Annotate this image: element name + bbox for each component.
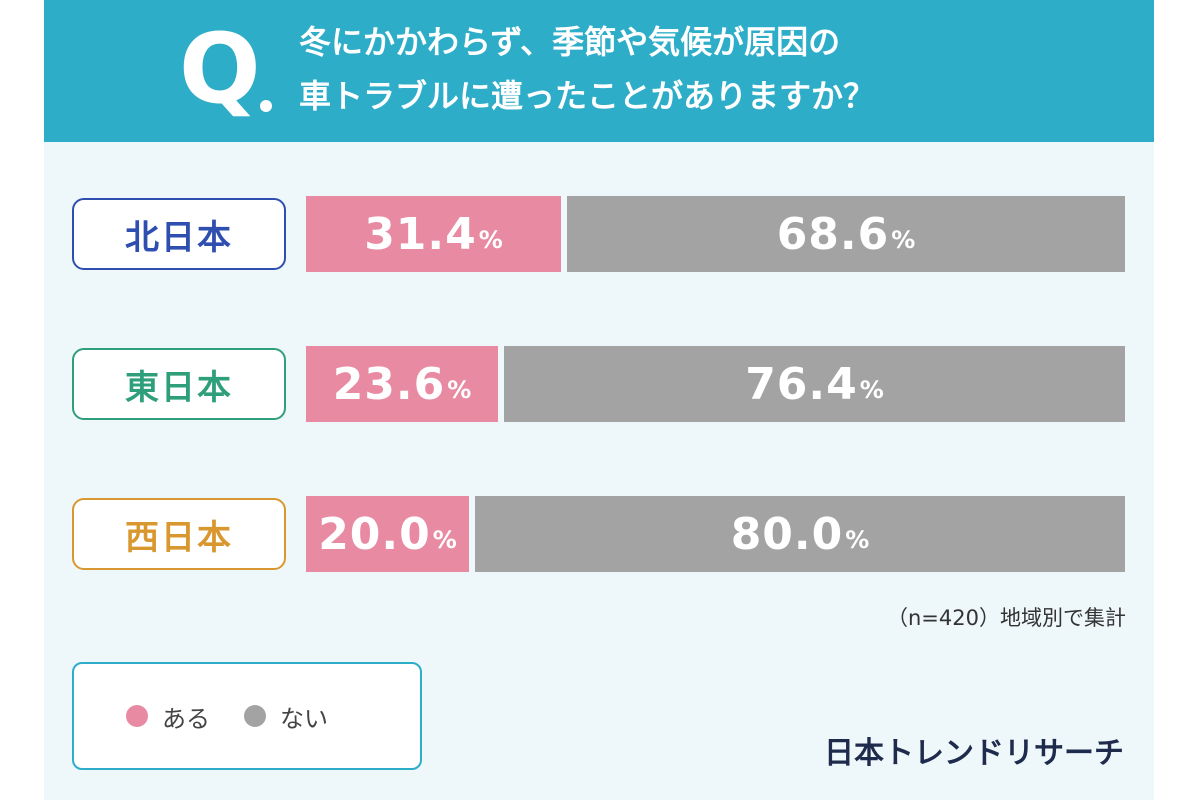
data-label-unit: % (447, 376, 472, 404)
legend: ある ない (72, 662, 422, 770)
legend-label-yes: ある (162, 704, 210, 733)
data-label: 23.6 (332, 358, 446, 410)
question-text-line2: 車トラブルに遭ったことがありますか？ (299, 77, 876, 115)
bar-segment-no: 68.6% (567, 196, 1125, 272)
survey-card: Q 冬にかかわらず、季節や気候が原因の 車トラブルに遭ったことがありますか？ （… (44, 0, 1154, 800)
data-label: 20.0 (318, 508, 431, 560)
data-label-unit: % (891, 226, 916, 254)
category-label: 東日本 (72, 348, 286, 420)
data-label: 80.0 (730, 508, 844, 560)
question-mark: Q (179, 13, 261, 125)
sample-note: （n=420）地域別で集計 (887, 606, 1126, 630)
data-label-unit: % (432, 526, 457, 554)
data-label-unit: % (478, 226, 503, 254)
category-label: 西日本 (72, 498, 286, 570)
bar-segment-yes: 23.6% (306, 346, 498, 422)
bar-segment-yes: 20.0% (306, 496, 469, 572)
legend-item-no: ない (244, 699, 328, 734)
question-mark-dot (260, 100, 272, 112)
legend-dot-yes (126, 705, 148, 727)
question-text-line1: 冬にかかわらず、季節や気候が原因の (299, 23, 841, 61)
legend-item-yes: ある (126, 699, 210, 734)
data-label: 76.4 (745, 358, 858, 410)
category-label: 北日本 (72, 198, 286, 270)
bar-segment-no: 76.4% (504, 346, 1125, 422)
bar-segment-yes: 31.4% (306, 196, 561, 272)
data-label-unit: % (859, 376, 884, 404)
legend-dot-no (244, 705, 266, 727)
bar-segment-no: 80.0% (475, 496, 1125, 572)
data-label: 31.4 (364, 208, 477, 260)
brand-logo-text: 日本トレンドリサーチ (824, 736, 1124, 771)
question-header: Q 冬にかかわらず、季節や気候が原因の 車トラブルに遭ったことがありますか？ (44, 0, 1154, 142)
data-label-unit: % (845, 526, 870, 554)
data-label: 68.6 (776, 208, 890, 260)
legend-label-no: ない (280, 704, 328, 733)
